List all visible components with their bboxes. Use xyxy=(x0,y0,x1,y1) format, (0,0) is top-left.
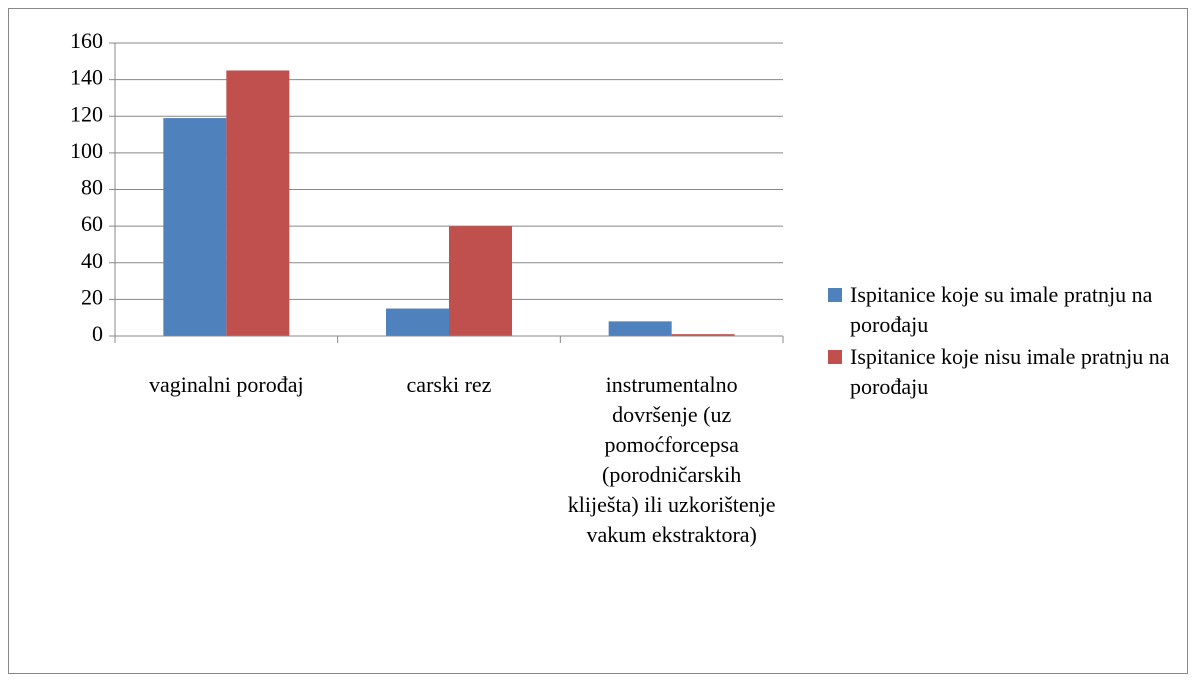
legend-label: Ispitanice koje nisu imale pratnju na po… xyxy=(850,344,1170,399)
bar xyxy=(449,226,512,336)
bar xyxy=(386,308,449,336)
x-tick-label: carski rez xyxy=(406,372,492,397)
y-tick-label: 0 xyxy=(92,321,103,346)
x-tick-label: vaginalni porođaj xyxy=(149,372,304,397)
y-tick-label: 140 xyxy=(70,65,103,90)
bar xyxy=(163,118,227,336)
y-tick-label: 80 xyxy=(81,175,103,200)
y-tick-label: 40 xyxy=(81,248,103,273)
bar xyxy=(608,321,672,336)
y-tick-label: 100 xyxy=(70,138,103,163)
bar xyxy=(226,70,290,336)
x-tick-label: instrumentalno dovršenje (uz pomoćforcep… xyxy=(567,372,776,547)
legend-swatch xyxy=(828,288,842,302)
y-tick-label: 120 xyxy=(70,101,103,126)
legend-swatch xyxy=(828,350,842,364)
y-tick-label: 160 xyxy=(70,28,103,53)
y-tick-label: 20 xyxy=(81,284,103,309)
chart-frame xyxy=(8,8,1188,674)
legend-label: Ispitanice koje su imale pratnju na poro… xyxy=(850,282,1153,337)
y-tick-label: 60 xyxy=(81,211,103,236)
bar xyxy=(671,334,735,336)
